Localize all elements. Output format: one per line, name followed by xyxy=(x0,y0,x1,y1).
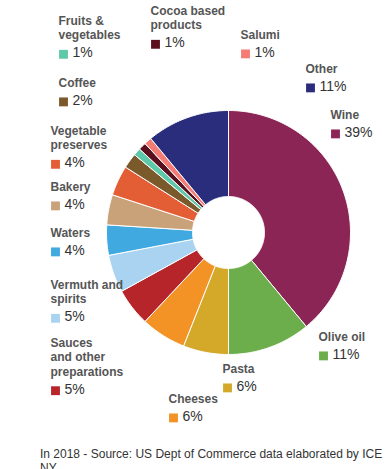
svg-text:Waters: Waters xyxy=(51,226,91,240)
svg-text:2%: 2% xyxy=(73,92,93,108)
svg-text:Other: Other xyxy=(306,62,338,76)
svg-text:Saucesand otherpreparations: Saucesand otherpreparations xyxy=(51,336,124,379)
svg-text:Coffee: Coffee xyxy=(59,76,97,90)
svg-text:6%: 6% xyxy=(183,408,203,424)
svg-text:4%: 4% xyxy=(65,154,85,170)
svg-text:Cocoa basedproducts: Cocoa basedproducts xyxy=(151,4,226,32)
svg-text:6%: 6% xyxy=(237,378,257,394)
svg-text:Pasta: Pasta xyxy=(223,362,255,376)
svg-text:4%: 4% xyxy=(65,242,85,258)
svg-text:Bakery: Bakery xyxy=(51,180,91,194)
svg-text:5%: 5% xyxy=(65,381,85,397)
svg-text:Salumi: Salumi xyxy=(241,28,280,42)
svg-text:Cheeses: Cheeses xyxy=(169,392,219,406)
svg-text:Fruits &vegetables: Fruits &vegetables xyxy=(59,14,121,42)
svg-text:1%: 1% xyxy=(255,44,275,60)
svg-text:11%: 11% xyxy=(320,78,347,94)
svg-text:Vermuth andspirits: Vermuth andspirits xyxy=(51,278,124,306)
svg-text:39%: 39% xyxy=(345,124,373,140)
svg-text:11%: 11% xyxy=(333,346,360,362)
svg-text:Vegetablepreserves: Vegetablepreserves xyxy=(51,124,108,152)
svg-text:Olive oil: Olive oil xyxy=(319,330,366,344)
svg-text:1%: 1% xyxy=(73,44,93,60)
svg-text:Wine: Wine xyxy=(331,108,360,122)
svg-text:1%: 1% xyxy=(165,34,185,50)
svg-text:5%: 5% xyxy=(65,308,85,324)
svg-text:4%: 4% xyxy=(65,196,85,212)
